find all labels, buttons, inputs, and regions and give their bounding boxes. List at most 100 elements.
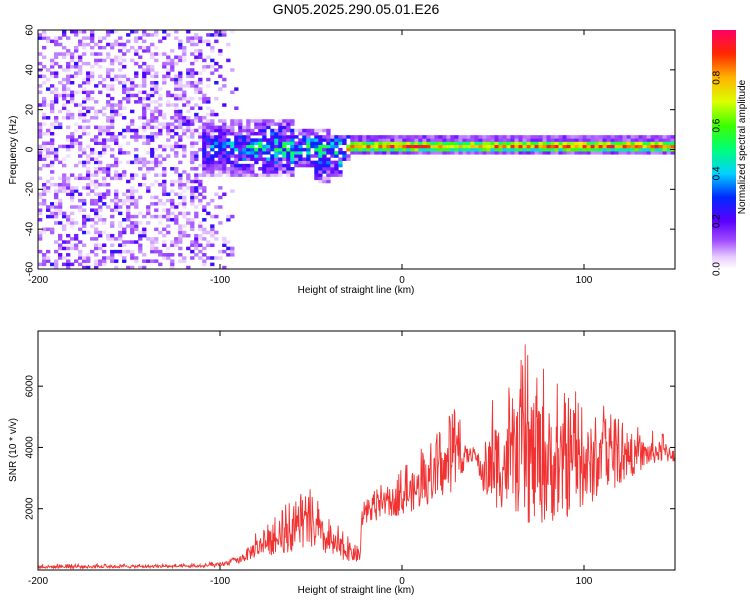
spectrogram-cell [198,36,203,40]
spectrogram-cell [206,39,211,44]
spectrogram-cell [338,163,343,168]
spectrogram-cell [574,141,579,146]
spectrogram-cell [190,195,195,200]
spectrogram-cell [170,58,175,63]
spectrogram-cell [202,147,207,152]
spectrogram-cell [290,144,295,149]
spectrogram-cell [182,119,187,123]
spectrogram-cell [362,135,367,139]
spectrogram-cell [122,230,127,235]
spectrogram-cell [178,58,183,63]
spectrogram-cell [598,135,603,139]
spectrogram-cell [122,202,127,206]
spectrogram-cell [214,167,219,171]
spectrogram-cell [190,154,195,158]
spectrogram-cell [230,246,235,251]
spectrogram-cell [318,141,323,146]
spectrogram-cell [642,151,647,155]
spectrogram-cell [50,71,55,75]
spectrogram-cell [70,195,75,200]
spectrogram-cell [310,163,315,168]
spectrogram-cell [402,147,407,152]
spectrogram-cell [646,135,651,139]
spectrogram-cell [302,141,307,146]
spectrogram-cell [546,138,551,142]
spectrogram-cell [70,30,75,34]
spectrogram-cell [570,138,575,142]
spectrogram-cell [46,147,51,152]
spectrogram-cell [50,205,55,209]
spectrogram-cell [266,122,271,126]
spectrogram-cell [282,170,287,174]
spectrogram-cell [78,90,83,95]
spectrogram-cell [658,151,663,155]
spectrogram-cell [306,144,311,149]
spectrogram-cell [46,68,51,72]
spectrogram-cell [142,68,147,72]
spectrogram-cell [42,116,47,120]
spectrogram-cell [398,135,403,139]
spectrogram-cell [230,125,235,130]
spectrogram-cell [414,141,419,146]
spectrogram-cell [54,249,59,254]
spectrogram-cell [558,141,563,146]
spectrogram-cell [150,65,155,69]
spectrogram-cell [58,160,63,165]
spectrogram-cell [94,170,99,174]
spectrogram-cell [54,93,59,98]
spectrogram-cell [334,167,339,171]
spectrogram-cell [130,84,135,88]
spectrogram-cell [38,128,43,133]
spectrogram-cell [298,131,303,136]
spectrogram-cell [130,249,135,254]
spectrogram-cell [630,141,635,146]
spectrogram-cell [454,144,459,149]
spectrogram-cell [206,167,211,171]
spectrogram-cell [246,135,251,139]
spectrogram-cell [38,192,43,197]
spectrogram-cell [154,246,159,251]
spectrogram-cell [150,246,155,251]
spectrogram-cell [162,74,167,79]
spectrogram-cell [226,173,231,177]
spectrogram-cell [530,147,535,152]
spectrogram-cell [298,144,303,149]
spectrogram-cell [226,157,231,161]
spectrogram-cell [646,147,651,152]
spectrogram-cell [422,141,427,146]
spectrogram-cell [218,221,223,225]
spectrogram-cell [206,256,211,260]
spectrogram-cell [650,135,655,139]
spectrogram-cell [354,144,359,149]
spectrogram-cell [66,77,71,82]
spectrogram-cell [66,218,71,222]
spectrogram-cell [234,135,239,139]
spectrogram-cell [214,237,219,241]
spectrogram-cell [150,154,155,158]
spectrogram-cell [550,141,555,146]
spectrogram-cell [538,135,543,139]
spectrogram-cell [134,202,139,206]
spectrogram-cell [122,173,127,177]
spectrogram-cell [118,147,123,152]
spectrogram-cell [278,173,283,177]
spectrogram-cell [190,36,195,40]
spectrogram-cell [290,160,295,165]
spectrogram-cell [74,186,79,190]
spectrogram-cell [446,147,451,152]
spectrogram-cell [58,144,63,149]
spectrogram-cell [94,138,99,142]
spectrogram-cell [190,160,195,165]
spectrogram-cell [574,147,579,152]
spectrogram-cell [210,45,215,50]
spectrogram-cell [118,36,123,40]
spectrogram-cell [74,141,79,146]
spectrogram-cell [178,74,183,79]
spectrogram-cell [498,147,503,152]
spectrogram-cell [98,259,103,263]
spectrogram-cell [66,265,71,269]
spectrogram-cell [110,96,115,101]
spectrogram-cell [94,237,99,241]
spectrogram-cell [118,58,123,63]
spectrogram-cell [610,151,615,155]
